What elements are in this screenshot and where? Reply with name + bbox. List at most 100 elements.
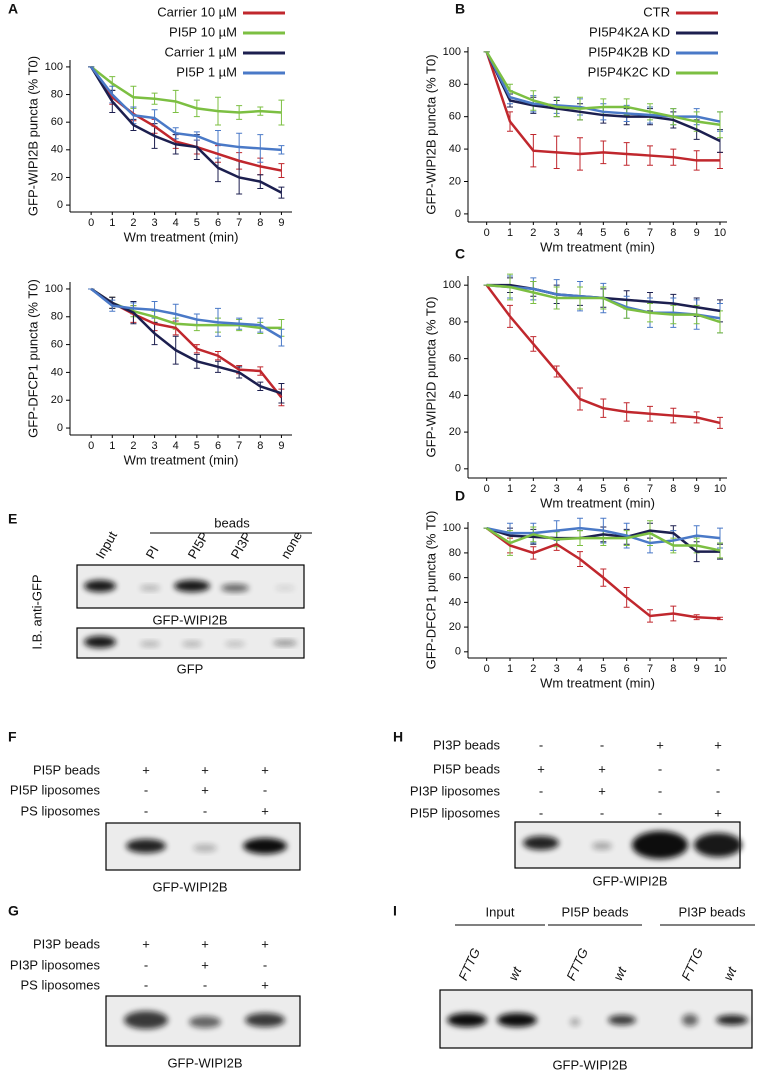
legend-label: PI5P4K2B KD xyxy=(588,44,670,59)
y-tick-label: 60 xyxy=(449,572,461,584)
panel-label: I xyxy=(393,903,397,919)
row-mark: - xyxy=(600,805,604,820)
blot-caption: GFP-WIPI2B xyxy=(152,612,227,627)
y-tick-label: 20 xyxy=(449,426,461,438)
y-axis-title: GFP-DFCP1 puncta (% T0) xyxy=(25,279,40,438)
legend-label: CTR xyxy=(643,4,670,19)
band xyxy=(447,1013,487,1027)
panel-label: D xyxy=(455,488,465,504)
series-line xyxy=(485,51,720,162)
x-tick-label: 8 xyxy=(670,663,676,675)
band xyxy=(174,580,210,592)
row-mark: + xyxy=(142,762,150,777)
row-mark: + xyxy=(261,803,269,818)
band xyxy=(632,831,688,859)
row-mark: - xyxy=(144,782,148,797)
row-mark: - xyxy=(144,977,148,992)
row-mark: - xyxy=(716,783,720,798)
lane-label: PI xyxy=(143,543,162,561)
blot-caption: GFP xyxy=(177,661,204,676)
series-line xyxy=(485,527,721,552)
blot xyxy=(439,989,753,1049)
x-axis-title: Wm treatment (min) xyxy=(540,495,655,510)
y-tick-label: 60 xyxy=(51,116,63,128)
panel-label: E xyxy=(8,511,17,527)
series-line xyxy=(90,66,283,194)
x-tick-label: 5 xyxy=(600,483,606,495)
row-label: PI3P liposomes xyxy=(410,783,501,798)
blot-caption: GFP-WIPI2B xyxy=(592,873,667,888)
error-bar xyxy=(278,328,285,347)
x-axis-title: Wm treatment (min) xyxy=(540,675,655,690)
x-tick-label: 8 xyxy=(257,217,263,229)
row-mark: - xyxy=(539,805,543,820)
band xyxy=(523,836,559,850)
error-bar xyxy=(278,99,285,126)
series-line xyxy=(486,526,721,545)
x-tick-label: 8 xyxy=(257,440,263,452)
x-tick-label: 0 xyxy=(484,227,490,239)
x-tick-label: 10 xyxy=(714,663,726,675)
x-tick-label: 5 xyxy=(194,440,200,452)
legend-label: PI5P4K2A KD xyxy=(589,24,670,39)
y-tick-label: 20 xyxy=(449,621,461,633)
row-mark: - xyxy=(263,957,267,972)
row-mark: + xyxy=(598,761,606,776)
x-tick-label: 3 xyxy=(554,483,560,495)
band xyxy=(221,584,249,592)
lane-label: none xyxy=(278,529,305,562)
row-mark: - xyxy=(600,737,604,752)
row-mark: + xyxy=(201,762,209,777)
series-line xyxy=(486,283,721,324)
x-tick-label: 0 xyxy=(88,217,94,229)
series-line xyxy=(485,527,721,620)
y-tick-label: 80 xyxy=(449,547,461,559)
x-tick-label: 6 xyxy=(624,483,630,495)
y-tick-label: 40 xyxy=(449,389,461,401)
row-label: PI3P beads xyxy=(433,737,500,752)
x-tick-label: 9 xyxy=(278,440,284,452)
blot-caption: GFP-WIPI2B xyxy=(552,1057,627,1072)
x-tick-label: 5 xyxy=(194,217,200,229)
y-axis-title: GFP-WIPI2D puncta (% T0) xyxy=(423,297,438,458)
x-axis-title: Wm treatment (min) xyxy=(124,452,239,467)
panel-label: B xyxy=(455,1,465,17)
x-tick-label: 3 xyxy=(554,663,560,675)
band xyxy=(694,833,742,857)
row-label: I.B. anti-GFP xyxy=(29,574,44,649)
x-tick-label: 9 xyxy=(694,483,700,495)
band xyxy=(225,641,245,647)
row-mark: - xyxy=(203,977,207,992)
x-tick-label: 9 xyxy=(278,217,284,229)
x-tick-label: 5 xyxy=(600,663,606,675)
x-tick-label: 2 xyxy=(530,483,536,495)
row-mark: - xyxy=(658,783,662,798)
y-tick-label: 100 xyxy=(45,61,63,73)
band xyxy=(245,1013,285,1027)
group-label: PI3P beads xyxy=(679,904,746,919)
lane-label: wt xyxy=(610,963,630,982)
band xyxy=(124,1011,168,1029)
legend-label: Carrier 1 µM xyxy=(165,44,238,59)
row-label: PI5P beads xyxy=(433,761,500,776)
band xyxy=(243,838,287,854)
row-mark: + xyxy=(656,737,664,752)
series-line xyxy=(90,65,282,114)
row-mark: - xyxy=(203,803,207,818)
row-mark: + xyxy=(201,782,209,797)
band xyxy=(716,1015,748,1025)
y-tick-label: 60 xyxy=(449,353,461,365)
x-tick-label: 7 xyxy=(236,217,242,229)
x-tick-label: 3 xyxy=(554,227,560,239)
row-label: PS liposomes xyxy=(21,977,101,992)
x-tick-label: 9 xyxy=(694,227,700,239)
x-tick-label: 4 xyxy=(173,440,179,452)
row-label: PI5P liposomes xyxy=(410,805,501,820)
x-tick-label: 2 xyxy=(530,227,536,239)
row-mark: + xyxy=(714,737,722,752)
x-tick-label: 6 xyxy=(624,663,630,675)
error-bar xyxy=(717,111,723,139)
lane-label: FTTG xyxy=(563,946,591,983)
error-bar xyxy=(278,383,285,404)
band xyxy=(592,842,612,850)
